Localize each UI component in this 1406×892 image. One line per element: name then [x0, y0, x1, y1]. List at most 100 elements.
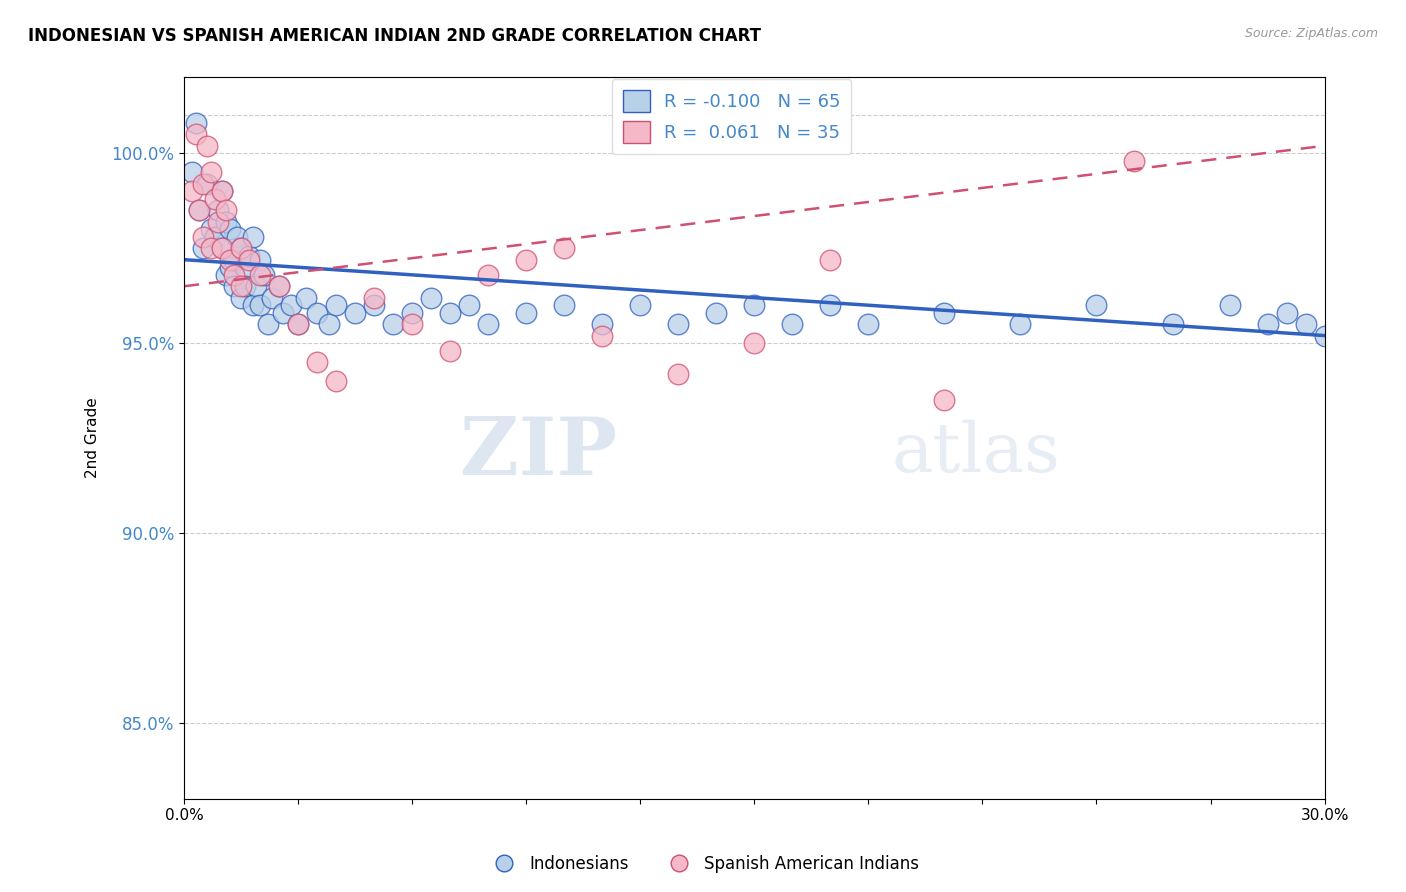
- Point: [477, 317, 499, 331]
- Point: [238, 252, 260, 267]
- Point: [249, 268, 271, 282]
- Point: [820, 298, 842, 312]
- Point: [307, 355, 329, 369]
- Point: [269, 279, 291, 293]
- Point: [215, 215, 238, 229]
- Point: [363, 291, 385, 305]
- Point: [344, 306, 367, 320]
- Point: [307, 306, 329, 320]
- Point: [226, 230, 249, 244]
- Point: [439, 343, 461, 358]
- Point: [294, 291, 316, 305]
- Point: [666, 317, 689, 331]
- Point: [325, 298, 347, 312]
- Point: [477, 268, 499, 282]
- Point: [242, 230, 264, 244]
- Point: [1257, 317, 1279, 331]
- Point: [420, 291, 443, 305]
- Point: [215, 203, 238, 218]
- Point: [553, 298, 575, 312]
- Point: [238, 249, 260, 263]
- Point: [218, 260, 240, 275]
- Point: [256, 317, 278, 331]
- Point: [204, 230, 226, 244]
- Point: [200, 241, 222, 255]
- Point: [782, 317, 804, 331]
- Point: [934, 306, 956, 320]
- Point: [271, 306, 294, 320]
- Point: [233, 279, 256, 293]
- Point: [184, 116, 207, 130]
- Point: [1218, 298, 1240, 312]
- Point: [1085, 298, 1108, 312]
- Point: [439, 306, 461, 320]
- Point: [260, 291, 283, 305]
- Point: [287, 317, 309, 331]
- Point: [666, 367, 689, 381]
- Point: [218, 222, 240, 236]
- Point: [195, 138, 218, 153]
- Point: [211, 241, 233, 255]
- Point: [200, 165, 222, 179]
- Point: [458, 298, 481, 312]
- Point: [1010, 317, 1032, 331]
- Point: [515, 306, 537, 320]
- Point: [744, 298, 766, 312]
- Point: [318, 317, 340, 331]
- Point: [242, 298, 264, 312]
- Point: [211, 184, 233, 198]
- Point: [744, 336, 766, 351]
- Point: [249, 298, 271, 312]
- Point: [191, 241, 214, 255]
- Point: [180, 165, 202, 179]
- Point: [401, 306, 423, 320]
- Point: [1275, 306, 1298, 320]
- Point: [269, 279, 291, 293]
- Point: [231, 241, 253, 255]
- Point: [191, 230, 214, 244]
- Point: [231, 279, 253, 293]
- Point: [191, 177, 214, 191]
- Point: [253, 268, 276, 282]
- Point: [704, 306, 727, 320]
- Point: [325, 374, 347, 388]
- Point: [222, 279, 245, 293]
- Point: [188, 203, 211, 218]
- Point: [222, 252, 245, 267]
- Point: [858, 317, 880, 331]
- Point: [1161, 317, 1184, 331]
- Text: Source: ZipAtlas.com: Source: ZipAtlas.com: [1244, 27, 1378, 40]
- Point: [245, 279, 267, 293]
- Point: [249, 252, 271, 267]
- Point: [188, 203, 211, 218]
- Point: [231, 291, 253, 305]
- Point: [1313, 328, 1336, 343]
- Legend: Indonesians, Spanish American Indians: Indonesians, Spanish American Indians: [481, 848, 925, 880]
- Point: [211, 184, 233, 198]
- Text: ZIP: ZIP: [461, 414, 617, 491]
- Point: [218, 252, 240, 267]
- Point: [233, 260, 256, 275]
- Point: [184, 128, 207, 142]
- Point: [934, 393, 956, 408]
- Point: [382, 317, 405, 331]
- Point: [287, 317, 309, 331]
- Point: [401, 317, 423, 331]
- Point: [200, 222, 222, 236]
- Point: [363, 298, 385, 312]
- Point: [222, 268, 245, 282]
- Point: [553, 241, 575, 255]
- Point: [591, 317, 613, 331]
- Point: [215, 268, 238, 282]
- Point: [515, 252, 537, 267]
- Point: [207, 203, 229, 218]
- Point: [628, 298, 651, 312]
- Point: [204, 192, 226, 206]
- Point: [231, 241, 253, 255]
- Point: [195, 177, 218, 191]
- Point: [1123, 153, 1146, 168]
- Point: [1295, 317, 1317, 331]
- Text: atlas: atlas: [891, 419, 1060, 486]
- Point: [180, 184, 202, 198]
- Point: [207, 215, 229, 229]
